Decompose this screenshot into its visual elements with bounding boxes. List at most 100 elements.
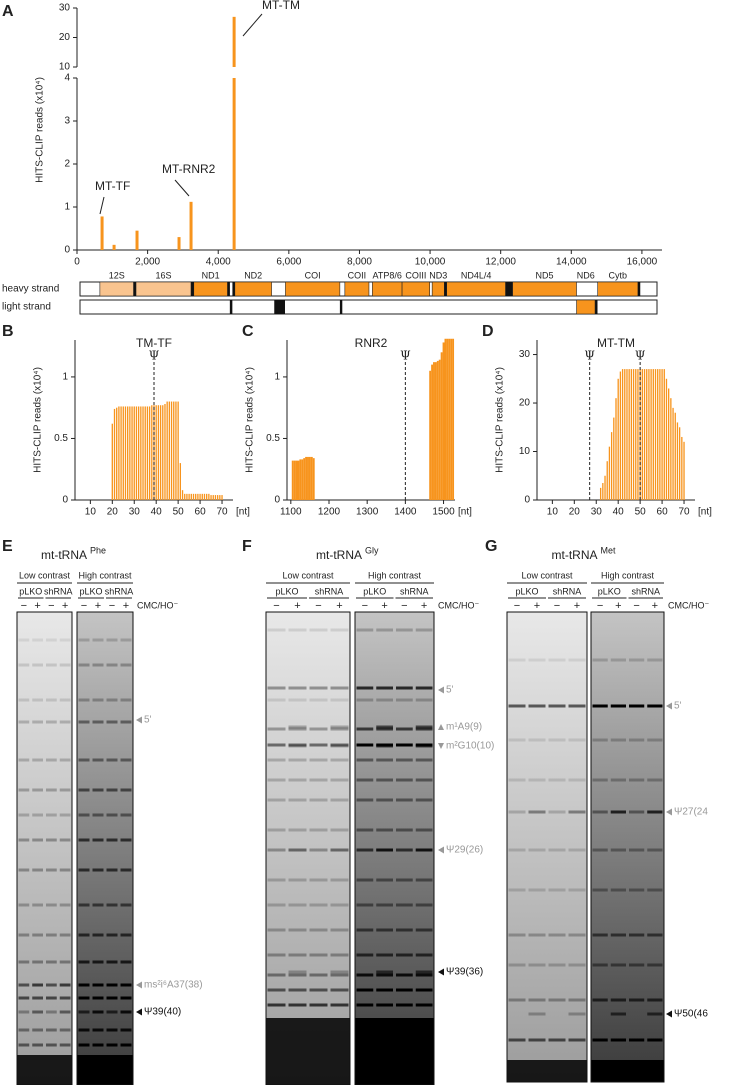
- gel-band: [267, 848, 286, 852]
- y-tick-label: 10: [59, 62, 71, 73]
- bar: [652, 369, 654, 500]
- annotation-arrow: [438, 743, 444, 749]
- chart-title: TM-TF: [136, 336, 172, 350]
- gel-band: [647, 738, 663, 742]
- gel-band: [92, 838, 104, 842]
- sample-label: shRNA: [553, 586, 582, 596]
- gel-band: [415, 878, 433, 882]
- gel-band: [629, 810, 645, 814]
- gel-band: [106, 1043, 118, 1047]
- gene-label: ND3: [429, 270, 447, 280]
- bar: [168, 401, 171, 500]
- gel-band: [376, 970, 393, 974]
- gel-band: [267, 903, 286, 907]
- gel-band: [288, 758, 307, 762]
- bar: [140, 406, 142, 500]
- y-tick-label: 3: [64, 116, 70, 127]
- gel-band: [592, 810, 608, 814]
- leader-line: [174, 179, 190, 197]
- reagent-label: CMC/HO⁻: [438, 600, 479, 610]
- annotation-arrow: [438, 686, 444, 694]
- gel-band: [528, 1038, 546, 1042]
- y-tick-label: 2: [64, 159, 70, 170]
- gel-band: [267, 628, 286, 632]
- gene-label: ND1: [202, 270, 220, 280]
- gene-label: COII: [348, 270, 367, 280]
- bar: [637, 369, 639, 500]
- bar: [208, 493, 210, 500]
- bar: [312, 458, 315, 500]
- gel-band: [59, 698, 71, 702]
- gel-band: [508, 738, 526, 742]
- bar: [303, 458, 306, 500]
- panel-letter: B: [2, 323, 14, 340]
- gel-band: [592, 658, 608, 662]
- gel-band: [288, 698, 307, 702]
- y-axis-label: HITS-CLIP reads (x10⁴): [245, 367, 256, 473]
- trna: [232, 282, 235, 296]
- gel-band: [629, 658, 645, 662]
- treatment-label: +: [336, 600, 342, 612]
- gel-band: [32, 813, 43, 817]
- gel-band: [330, 798, 349, 802]
- gel-band: [18, 758, 30, 762]
- gel-band: [330, 758, 349, 762]
- gel-bottom: [355, 1018, 434, 1085]
- gel-band: [267, 727, 286, 731]
- bar: [310, 456, 313, 500]
- gel-band: [18, 996, 30, 1000]
- gene: [597, 281, 639, 297]
- bar: [197, 493, 199, 500]
- gel-band: [629, 933, 645, 937]
- gel-band: [59, 720, 71, 724]
- gel-band: [32, 1010, 43, 1014]
- bar: [166, 401, 168, 500]
- x-tick-label: 1500: [432, 507, 455, 518]
- y-tick-label: 0: [62, 495, 68, 506]
- bar: [308, 456, 311, 500]
- gel-band: [267, 798, 286, 802]
- bar: [615, 398, 617, 500]
- gel-band: [78, 960, 90, 964]
- gel-band: [106, 698, 118, 702]
- gel-band: [415, 988, 433, 992]
- gene: [234, 281, 272, 297]
- bar: [192, 493, 195, 500]
- gel-band: [120, 720, 132, 724]
- gel-band: [288, 628, 307, 632]
- gel-band: [548, 933, 566, 937]
- gel-band: [120, 638, 132, 642]
- gel-band: [46, 903, 57, 907]
- gel-band: [267, 758, 286, 762]
- gel-band: [106, 868, 118, 872]
- gel-band: [18, 698, 30, 702]
- gel-annotation: Ψ29(26): [446, 845, 483, 856]
- gel-band: [309, 778, 328, 782]
- gel-band: [548, 704, 566, 708]
- gel-band: [592, 704, 608, 708]
- gel-band: [508, 963, 526, 967]
- gel-band: [309, 698, 328, 702]
- gel-band: [120, 996, 132, 1000]
- sample-label: shRNA: [44, 586, 73, 596]
- gel-band: [330, 628, 349, 632]
- y-tick-label: 0.5: [54, 433, 68, 444]
- x-tick-label: 10: [85, 507, 97, 518]
- gel-band: [106, 663, 118, 667]
- gene-label: ND5: [536, 270, 554, 280]
- x-unit: [nt]: [236, 507, 250, 518]
- gel-band: [568, 658, 586, 662]
- gel-band: [288, 1003, 307, 1007]
- gel-band: [309, 828, 328, 832]
- gel-band: [330, 698, 349, 702]
- treatment-label: −: [362, 600, 368, 612]
- gel-band: [309, 798, 328, 802]
- gel-band: [528, 848, 546, 852]
- bar: [305, 456, 308, 500]
- gel-band: [288, 778, 307, 782]
- gel-band: [548, 963, 566, 967]
- gel-band: [592, 963, 608, 967]
- chart-title: RNR2: [355, 336, 388, 350]
- gel-band: [32, 720, 43, 724]
- bar: [199, 493, 201, 500]
